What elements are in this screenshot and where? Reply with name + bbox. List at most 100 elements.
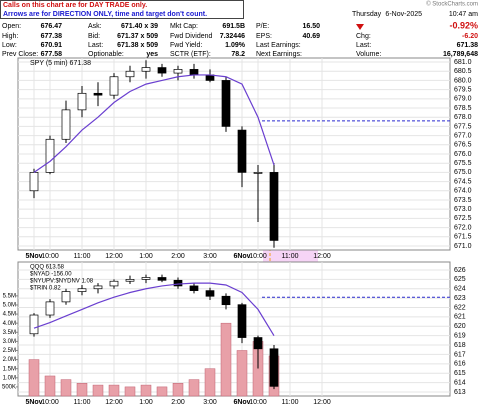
quote-value: 671.38 [457, 42, 479, 49]
y-tick-label: 681.0 [454, 59, 472, 66]
quote-label: Volume: [356, 51, 381, 58]
volume-bar [156, 386, 168, 397]
legend-entry: $NYUPV:$NYDNV 1.08 [30, 279, 94, 285]
x-tick-label: 10:00 [249, 253, 267, 260]
quote-label: Prev Close: [2, 51, 38, 58]
volume-bar [220, 322, 232, 397]
y-tick-label: 679.0 [454, 96, 472, 103]
quote-value: 670.91 [41, 42, 63, 49]
y-tick-label: 672.5 [454, 215, 472, 222]
candle-body [173, 279, 183, 287]
quote-label: P/E: [256, 23, 269, 30]
candle-body [61, 109, 71, 140]
y-tick-label: 671.5 [454, 234, 472, 241]
candle-body [141, 277, 151, 280]
candle-body [189, 69, 199, 76]
volume-bar [92, 384, 104, 397]
x-tick-label: 3:00 [203, 399, 217, 406]
quote-value: 16.50 [302, 23, 320, 30]
candle-body [45, 301, 55, 316]
quote-label: Next Earnings: [256, 51, 302, 58]
y-tick-label: 621 [454, 314, 466, 321]
quote-label: High: [2, 33, 18, 40]
y-tick-label: 675.5 [454, 160, 472, 167]
candle-body [77, 92, 87, 111]
quote-value: 677.58 [41, 51, 63, 58]
x-tick-label: 10:00 [41, 399, 59, 406]
candle-body [141, 67, 151, 72]
x-tick-label: 12:00 [105, 253, 123, 260]
volume-bar [172, 383, 184, 397]
x-tick-label: 5Nov [25, 399, 42, 406]
candle-body [157, 67, 167, 74]
y-tick-label: 615 [454, 370, 466, 377]
y-tick-label: 4.5M [3, 312, 16, 318]
candle-body [269, 348, 279, 387]
x-tick-label: 2:00 [171, 399, 185, 406]
candle-body [109, 280, 119, 287]
candle-body [189, 285, 199, 291]
x-tick-label: 2:00 [171, 253, 185, 260]
volume-bar [28, 359, 40, 397]
y-tick-label: 676.5 [454, 142, 472, 149]
quote-value: 691.5B [222, 23, 245, 30]
y-tick-label: 680.0 [454, 77, 472, 84]
quote-value: 78.2 [231, 51, 245, 58]
quote-label: Mkt Cap: [170, 23, 198, 30]
quote-value: 671.37 x 509 [117, 33, 158, 40]
candle-body [29, 172, 39, 192]
x-tick-label: 10:00 [41, 253, 59, 260]
x-tick-label: 1:00 [139, 253, 153, 260]
y-tick-label: 1.0M [3, 375, 16, 381]
quote-label: Optionable: [88, 51, 124, 58]
date: 6-Nov-2025 [385, 11, 422, 18]
candle-body [237, 129, 247, 173]
candle-body [221, 295, 231, 306]
candle-body [77, 288, 87, 292]
notice: Arrows are for DIRECTION ONLY, time and … [3, 11, 207, 18]
y-tick-label: 622 [454, 304, 466, 311]
volume-bar [76, 383, 88, 397]
x-tick-label: 11:00 [74, 399, 91, 406]
y-tick-label: 619 [454, 333, 466, 340]
x-tick-label: 5Nov [25, 253, 42, 260]
x-tick-label: 6Nov [233, 399, 250, 406]
moving-average [33, 282, 275, 336]
notice-box [0, 0, 244, 19]
quote-label: Fwd Dividend [170, 33, 213, 40]
y-tick-label: 614 [454, 379, 466, 386]
x-tick-label: 12:00 [313, 253, 331, 260]
y-tick-label: 3.0M [3, 339, 16, 345]
quote-label: Bid: [88, 33, 100, 40]
y-tick-label: 5.5M [3, 293, 16, 299]
y-tick-label: 679.5 [454, 86, 472, 93]
candle-body [45, 138, 55, 173]
volume-bar [108, 384, 120, 397]
x-tick-label: 11:00 [282, 399, 299, 406]
day: Thursday [352, 11, 382, 18]
volume-bar [140, 384, 152, 397]
y-tick-label: 676.0 [454, 151, 472, 158]
change-pct: -0.92% [449, 20, 478, 30]
x-tick-label: 11:00 [282, 253, 299, 260]
legend-entry: QQQ 613.58 [30, 265, 65, 271]
y-tick-label: 678.0 [454, 114, 472, 121]
x-tick-label: 6Nov [233, 253, 250, 260]
quote-label: Open: [2, 23, 21, 30]
y-tick-label: 677.5 [454, 123, 472, 130]
y-tick-label: 626 [454, 267, 466, 274]
candle-body [125, 279, 135, 282]
quote-label: Last Earnings: [256, 42, 301, 49]
candle-body [269, 172, 279, 241]
candle-body [157, 277, 167, 281]
y-tick-label: 672.0 [454, 224, 472, 231]
legend-entry: $TRIN 0.82 [30, 286, 61, 292]
quote-label: EPS: [256, 33, 272, 40]
y-tick-label: 4.0M [3, 321, 16, 327]
y-tick-label: 625 [454, 276, 466, 283]
y-tick-label: 616 [454, 361, 466, 368]
candle-body [93, 92, 103, 96]
y-tick-label: 680.5 [454, 68, 472, 75]
